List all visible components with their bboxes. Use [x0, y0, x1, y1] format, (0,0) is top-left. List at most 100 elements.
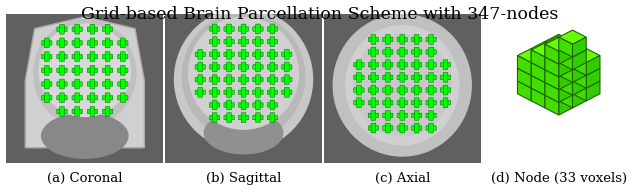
FancyBboxPatch shape [383, 37, 393, 42]
FancyBboxPatch shape [120, 93, 125, 103]
FancyBboxPatch shape [412, 88, 422, 92]
Ellipse shape [204, 112, 283, 154]
FancyBboxPatch shape [255, 49, 260, 59]
FancyBboxPatch shape [383, 75, 393, 80]
FancyBboxPatch shape [426, 50, 436, 54]
FancyBboxPatch shape [44, 79, 49, 89]
FancyBboxPatch shape [87, 95, 97, 100]
FancyBboxPatch shape [57, 27, 67, 31]
FancyBboxPatch shape [429, 123, 433, 133]
FancyBboxPatch shape [443, 85, 448, 95]
Polygon shape [545, 48, 559, 68]
FancyBboxPatch shape [397, 101, 408, 105]
FancyBboxPatch shape [371, 73, 376, 82]
Ellipse shape [39, 24, 131, 116]
FancyBboxPatch shape [440, 101, 451, 105]
FancyBboxPatch shape [212, 62, 217, 72]
FancyBboxPatch shape [212, 100, 217, 110]
Polygon shape [559, 81, 586, 95]
FancyBboxPatch shape [118, 68, 128, 73]
Polygon shape [572, 61, 600, 75]
Polygon shape [559, 43, 572, 63]
Polygon shape [559, 67, 572, 87]
FancyBboxPatch shape [253, 27, 263, 31]
FancyBboxPatch shape [227, 49, 232, 59]
Polygon shape [545, 74, 572, 88]
FancyBboxPatch shape [385, 34, 390, 44]
FancyBboxPatch shape [42, 95, 52, 100]
Polygon shape [545, 50, 559, 70]
FancyBboxPatch shape [238, 90, 249, 94]
FancyBboxPatch shape [44, 93, 49, 103]
FancyBboxPatch shape [224, 52, 234, 56]
FancyBboxPatch shape [414, 34, 419, 44]
FancyBboxPatch shape [241, 75, 246, 84]
FancyBboxPatch shape [270, 100, 275, 110]
FancyBboxPatch shape [60, 65, 65, 75]
Polygon shape [572, 81, 586, 101]
FancyBboxPatch shape [238, 52, 249, 56]
Polygon shape [559, 83, 572, 102]
FancyBboxPatch shape [426, 63, 436, 67]
Polygon shape [531, 67, 559, 81]
FancyBboxPatch shape [385, 73, 390, 82]
FancyBboxPatch shape [253, 103, 263, 107]
FancyBboxPatch shape [209, 52, 220, 56]
FancyBboxPatch shape [72, 68, 83, 73]
FancyBboxPatch shape [400, 111, 404, 120]
FancyBboxPatch shape [368, 113, 379, 118]
Polygon shape [559, 95, 572, 115]
FancyBboxPatch shape [267, 77, 278, 82]
FancyBboxPatch shape [105, 65, 110, 75]
Polygon shape [531, 68, 545, 88]
FancyBboxPatch shape [397, 50, 408, 54]
FancyBboxPatch shape [270, 113, 275, 122]
FancyBboxPatch shape [255, 100, 260, 110]
FancyBboxPatch shape [385, 47, 390, 57]
FancyBboxPatch shape [426, 88, 436, 92]
FancyBboxPatch shape [282, 77, 292, 82]
FancyBboxPatch shape [253, 77, 263, 82]
FancyBboxPatch shape [224, 77, 234, 82]
Polygon shape [531, 54, 559, 68]
FancyBboxPatch shape [368, 88, 379, 92]
Polygon shape [559, 54, 586, 68]
Ellipse shape [346, 26, 459, 145]
FancyBboxPatch shape [429, 111, 433, 120]
Ellipse shape [175, 8, 312, 150]
FancyBboxPatch shape [75, 79, 79, 89]
FancyBboxPatch shape [255, 24, 260, 34]
Polygon shape [545, 61, 572, 75]
FancyBboxPatch shape [270, 49, 275, 59]
FancyBboxPatch shape [75, 52, 79, 62]
FancyBboxPatch shape [267, 52, 278, 56]
FancyBboxPatch shape [209, 90, 220, 94]
FancyBboxPatch shape [75, 38, 79, 48]
FancyBboxPatch shape [227, 24, 232, 34]
FancyBboxPatch shape [42, 54, 52, 59]
Polygon shape [545, 63, 559, 83]
FancyBboxPatch shape [212, 37, 217, 47]
Polygon shape [545, 74, 559, 94]
Polygon shape [559, 54, 572, 74]
FancyBboxPatch shape [75, 24, 79, 34]
FancyBboxPatch shape [400, 123, 404, 133]
FancyBboxPatch shape [412, 37, 422, 42]
Polygon shape [572, 63, 586, 83]
Polygon shape [545, 70, 559, 90]
FancyBboxPatch shape [102, 95, 113, 100]
FancyBboxPatch shape [224, 39, 234, 44]
FancyBboxPatch shape [90, 106, 95, 116]
Text: Grid-based Brain Parcellation Scheme with 347-nodes: Grid-based Brain Parcellation Scheme wit… [81, 6, 559, 23]
FancyBboxPatch shape [255, 113, 260, 122]
Polygon shape [559, 67, 586, 81]
FancyBboxPatch shape [72, 95, 83, 100]
FancyBboxPatch shape [90, 38, 95, 48]
FancyBboxPatch shape [412, 101, 422, 105]
FancyBboxPatch shape [429, 98, 433, 108]
FancyBboxPatch shape [414, 47, 419, 57]
FancyBboxPatch shape [255, 75, 260, 84]
FancyBboxPatch shape [227, 87, 232, 97]
FancyBboxPatch shape [105, 38, 110, 48]
Polygon shape [531, 63, 545, 83]
